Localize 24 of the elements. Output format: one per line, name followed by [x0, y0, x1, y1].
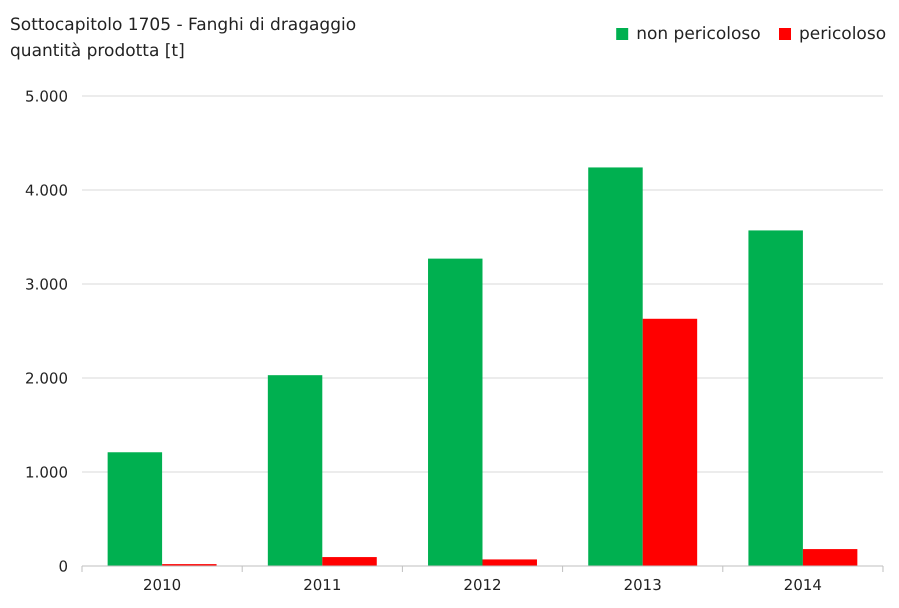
bar: [428, 258, 482, 566]
x-tick-label: 2011: [303, 576, 342, 594]
y-tick-label: 5.000: [25, 87, 68, 106]
legend-label: pericoloso: [799, 24, 886, 44]
x-tick-label: 2014: [784, 576, 822, 594]
bar: [108, 452, 162, 566]
bar: [748, 230, 803, 566]
x-tick-label: 2010: [143, 576, 182, 594]
y-tick-label: 4.000: [25, 181, 68, 200]
x-tick-label: 2012: [463, 576, 502, 594]
bar: [642, 318, 698, 566]
bar: [268, 375, 322, 566]
y-tick-label: 0: [58, 557, 68, 576]
bar: [588, 167, 643, 566]
bar: [482, 559, 537, 566]
chart-subtitle: quantità prodotta [t]: [10, 41, 185, 61]
y-tick-label: 2.000: [25, 369, 68, 388]
y-tick-label: 1.000: [25, 463, 68, 482]
chart-title: Sottocapitolo 1705 - Fanghi di dragaggio: [10, 15, 356, 35]
bar: [322, 557, 377, 566]
bar: [802, 549, 858, 566]
legend-label: non pericoloso: [636, 24, 761, 44]
y-tick-label: 3.000: [25, 275, 68, 294]
x-tick-label: 2013: [624, 576, 662, 594]
